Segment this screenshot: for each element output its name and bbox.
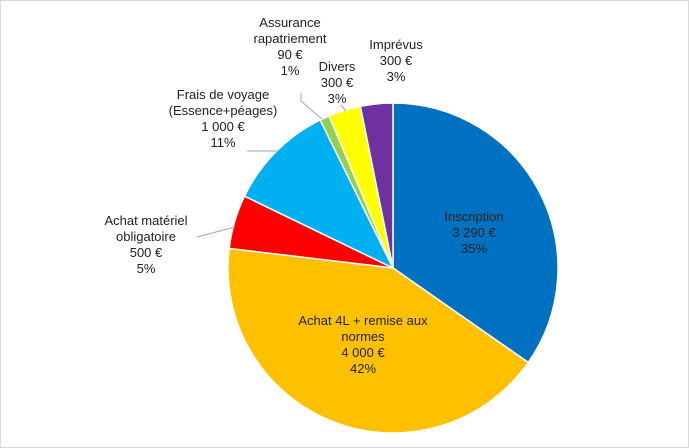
category-label: Inscription [444, 209, 504, 224]
category-label: Divers [318, 59, 356, 74]
pie-slice [359, 102, 394, 269]
value-label: 90 € [277, 47, 303, 62]
percent-label: 1% [280, 63, 300, 78]
data-label: Frais de voyage (Essence+péages) 1 000 €1… [158, 87, 288, 151]
data-label: Inscription 3 290 €35% [419, 209, 529, 257]
percent-label: 3% [327, 91, 347, 106]
value-label: 300 € [320, 75, 354, 90]
data-label: Imprévus 300 €3% [361, 37, 431, 85]
value-label: 300 € [379, 53, 413, 68]
data-label: Achat 4L + remise aux normes 4 000 €42% [288, 313, 438, 377]
data-label: Divers 300 €3% [307, 59, 367, 107]
leader-line [300, 93, 323, 120]
percent-label: 35% [460, 241, 488, 256]
value-label: 1 000 € [201, 119, 245, 134]
leader-line [340, 104, 347, 112]
category-label: Imprévus [369, 37, 423, 52]
category-label: Assurance rapatriement [253, 15, 327, 46]
leader-line [196, 226, 236, 238]
category-label: Achat 4L + remise aux normes [298, 313, 428, 344]
percent-label: 3% [386, 69, 406, 84]
percent-label: 11% [210, 135, 236, 150]
pie-slice [392, 102, 559, 364]
percent-label: 42% [349, 361, 377, 376]
value-label: 500 € [129, 245, 163, 260]
value-label: 4 000 € [341, 345, 385, 360]
value-label: 3 290 € [452, 225, 496, 240]
category-label: Frais de voyage (Essence+péages) [168, 87, 278, 118]
data-label: Assurance rapatriement 90 €1% [235, 15, 345, 79]
percent-label: 5% [136, 261, 156, 276]
pie-slice [243, 118, 395, 270]
category-label: Achat matériel obligatoire [104, 213, 188, 244]
pie-slice [227, 247, 530, 434]
data-label: Achat matériel obligatoire 500 €5% [91, 213, 201, 277]
